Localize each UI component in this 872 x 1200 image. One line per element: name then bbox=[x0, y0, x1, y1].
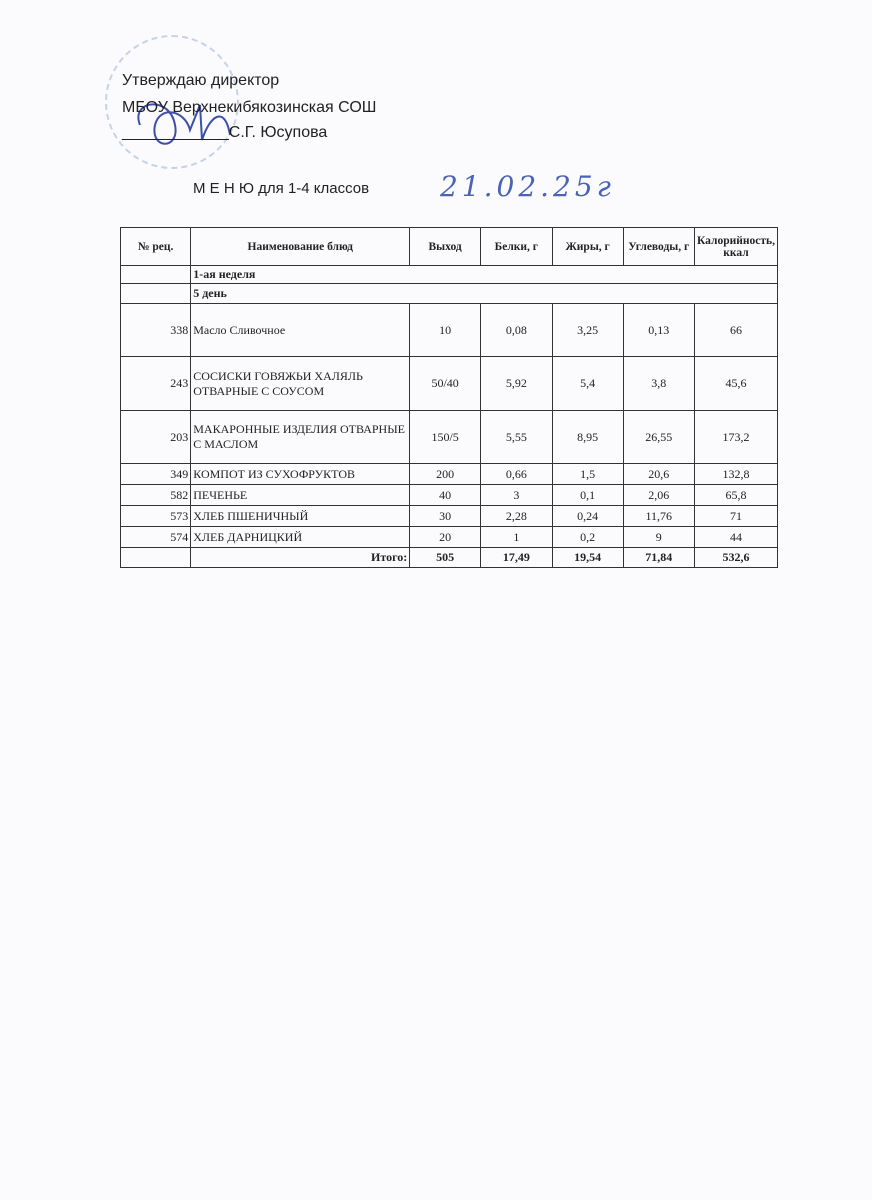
approval-line-2: МБОУ Верхнекибякозинская СОШ bbox=[122, 99, 377, 116]
protein: 3 bbox=[479, 484, 553, 506]
fat: 0,24 bbox=[551, 505, 624, 527]
recipe-number: 573 bbox=[119, 505, 192, 527]
fat: 5,4 bbox=[551, 356, 624, 411]
kcal: 44 bbox=[693, 526, 779, 548]
dish-name: ХЛЕБ ПШЕНИЧНЫЙ bbox=[190, 505, 411, 527]
col-header: Выход bbox=[409, 227, 481, 266]
portion: 200 bbox=[409, 463, 481, 485]
carbs: 20,6 bbox=[622, 463, 695, 485]
carbs: 2,06 bbox=[622, 484, 695, 506]
approval-line-1: Утверждаю директор bbox=[122, 72, 280, 89]
col-header: № рец. bbox=[119, 227, 192, 266]
portion: 20 bbox=[409, 526, 481, 548]
recipe-number: 243 bbox=[119, 356, 192, 411]
recipe-number: 582 bbox=[119, 484, 192, 506]
portion: 10 bbox=[409, 303, 481, 357]
fat: 8,95 bbox=[551, 410, 624, 464]
col-header: Углеводы, г bbox=[622, 227, 695, 266]
recipe-number: 338 bbox=[119, 303, 192, 357]
dish-name: КОМПОТ ИЗ СУХОФРУКТОВ bbox=[190, 463, 411, 485]
total-carbs: 71,84 bbox=[622, 547, 695, 568]
carbs: 26,55 bbox=[622, 410, 695, 464]
day-label: 5 день bbox=[190, 283, 778, 304]
carbs: 11,76 bbox=[622, 505, 695, 527]
kcal: 66 bbox=[693, 303, 779, 357]
day-row: 5 день bbox=[119, 283, 778, 304]
protein: 0,08 bbox=[479, 303, 553, 357]
dish-name: Масло Сливочное bbox=[190, 303, 411, 357]
handwritten-date: 21.02.25г bbox=[440, 170, 615, 203]
dish-name: ХЛЕБ ДАРНИЦКИЙ bbox=[190, 526, 411, 548]
col-header: Белки, г bbox=[479, 227, 553, 266]
signature bbox=[137, 103, 231, 145]
table-row: 574 ХЛЕБ ДАРНИЦКИЙ 20 1 0,2 9 44 bbox=[119, 526, 779, 548]
recipe-number: 349 bbox=[119, 463, 192, 485]
kcal: 45,6 bbox=[693, 356, 779, 411]
official-stamp bbox=[105, 35, 239, 169]
portion: 30 bbox=[409, 505, 481, 527]
week-row: 1-ая неделя bbox=[119, 265, 778, 284]
protein: 1 bbox=[479, 526, 553, 548]
dish-name: МАКАРОННЫЕ ИЗДЕЛИЯ ОТВАРНЫЕ С МАСЛОМ bbox=[190, 410, 411, 464]
portion: 40 bbox=[409, 484, 481, 506]
kcal: 65,8 bbox=[693, 484, 779, 506]
total-row: Итого: 505 17,49 19,54 71,84 532,6 bbox=[119, 547, 779, 568]
col-header: Жиры, г bbox=[551, 227, 624, 266]
col-header: Калорийность, ккал bbox=[693, 227, 779, 266]
recipe-number: 203 bbox=[119, 410, 192, 464]
page-title: М Е Н Ю для 1-4 классов bbox=[193, 180, 370, 197]
total-out: 505 bbox=[409, 547, 481, 568]
total-label: Итого: bbox=[190, 547, 411, 568]
portion: 150/5 bbox=[409, 410, 481, 464]
carbs: 9 bbox=[622, 526, 695, 548]
fat: 1,5 bbox=[551, 463, 624, 485]
fat: 0,1 bbox=[551, 484, 624, 506]
dish-name: СОСИСКИ ГОВЯЖЬИ ХАЛЯЛЬ ОТВАРНЫЕ С СОУСОМ bbox=[190, 356, 411, 411]
fat: 3,25 bbox=[551, 303, 624, 357]
week-label: 1-ая неделя bbox=[190, 265, 778, 284]
protein: 5,55 bbox=[479, 410, 553, 464]
signature-line: ____________С.Г. Юсупова bbox=[122, 124, 328, 141]
protein: 5,92 bbox=[479, 356, 553, 411]
carbs: 0,13 bbox=[622, 303, 695, 357]
col-header: Наименование блюд bbox=[190, 227, 411, 266]
table-row: 243 СОСИСКИ ГОВЯЖЬИ ХАЛЯЛЬ ОТВАРНЫЕ С СОУ… bbox=[119, 356, 779, 411]
carbs: 3,8 bbox=[622, 356, 695, 411]
header-row: № рец. Наименование блюд Выход Белки, г … bbox=[119, 227, 779, 266]
table-row: 573 ХЛЕБ ПШЕНИЧНЫЙ 30 2,28 0,24 11,76 71 bbox=[119, 505, 779, 527]
kcal: 173,2 bbox=[693, 410, 779, 464]
menu-table: № рец. Наименование блюд Выход Белки, г … bbox=[119, 227, 779, 568]
portion: 50/40 bbox=[409, 356, 481, 411]
fat: 0,2 bbox=[551, 526, 624, 548]
total-protein: 17,49 bbox=[479, 547, 553, 568]
kcal: 71 bbox=[693, 505, 779, 527]
table-row: 338 Масло Сливочное 10 0,08 3,25 0,13 66 bbox=[119, 303, 779, 357]
protein: 0,66 bbox=[479, 463, 553, 485]
table-row: 582 ПЕЧЕНЬЕ 40 3 0,1 2,06 65,8 bbox=[119, 484, 779, 506]
total-fat: 19,54 bbox=[551, 547, 624, 568]
table-row: 349 КОМПОТ ИЗ СУХОФРУКТОВ 200 0,66 1,5 20,6 13… bbox=[119, 463, 779, 485]
table-row: 203 МАКАРОННЫЕ ИЗДЕЛИЯ ОТВАРНЫЕ С МАСЛОМ 1… bbox=[119, 410, 779, 464]
recipe-number: 574 bbox=[119, 526, 192, 548]
protein: 2,28 bbox=[479, 505, 553, 527]
dish-name: ПЕЧЕНЬЕ bbox=[190, 484, 411, 506]
total-kcal: 532,6 bbox=[693, 547, 779, 568]
kcal: 132,8 bbox=[693, 463, 779, 485]
